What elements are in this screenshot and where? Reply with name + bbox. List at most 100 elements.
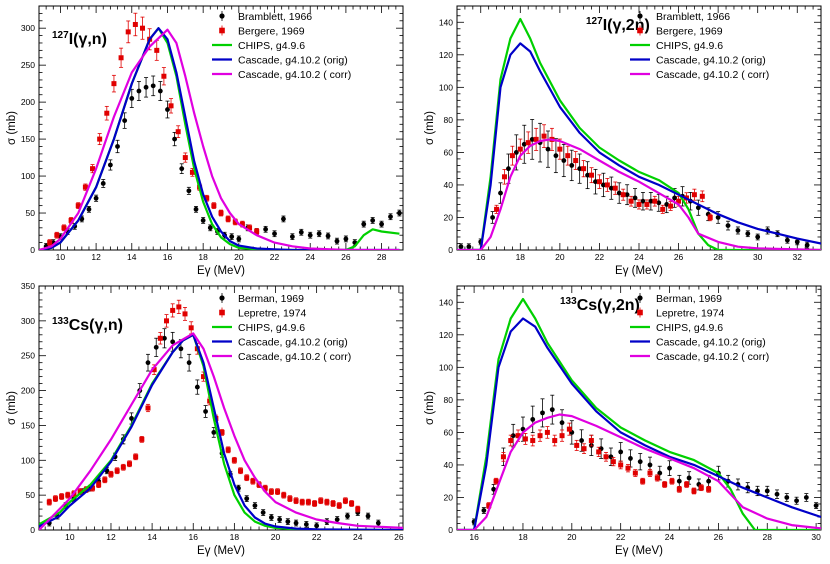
data-point (644, 201, 650, 207)
y-tick-label: 100 (21, 171, 35, 181)
x-axis-label: Eγ (MeV) (197, 545, 245, 557)
data-point (182, 311, 188, 317)
data-point (707, 214, 713, 220)
data-point (129, 96, 135, 101)
data-point (706, 486, 712, 492)
data-point (312, 501, 318, 507)
data-point (573, 158, 579, 164)
legend-label: Cascade, g4.10.2 ( corr) (656, 351, 769, 363)
data-point (533, 136, 539, 142)
data-point (628, 198, 634, 204)
y-tick-label: 300 (21, 23, 35, 33)
series-line-cascade_corr (39, 28, 400, 250)
data-point (529, 136, 535, 142)
data-point (139, 436, 145, 442)
data-point (219, 429, 225, 435)
data-point (97, 136, 103, 142)
data-point (336, 503, 342, 509)
data-point (182, 155, 188, 161)
panel-title: 133Cs(γ,2n) (560, 296, 640, 314)
legend-marker (637, 13, 643, 19)
data-point (324, 499, 330, 505)
data-point (735, 228, 741, 233)
data-point (660, 206, 666, 212)
data-point (231, 457, 237, 463)
plot-frame (38, 5, 404, 251)
data-point (151, 367, 157, 373)
data-point (691, 192, 697, 198)
y-tick-label: 150 (21, 420, 35, 430)
title-reaction: Cs(γ,n) (69, 317, 123, 334)
data-point (203, 409, 208, 414)
x-tick-label: 28 (763, 532, 773, 542)
data-point (204, 195, 210, 201)
data-point (82, 184, 88, 190)
data-point (46, 499, 52, 505)
data-point (176, 304, 182, 310)
x-tick-label: 28 (713, 252, 723, 262)
x-tick-label: 22 (616, 532, 626, 542)
data-point (566, 426, 572, 432)
data-point (593, 179, 598, 185)
data-point (517, 146, 523, 152)
data-point (299, 499, 305, 505)
data-point (162, 335, 167, 341)
data-point (111, 81, 117, 87)
data-point (652, 198, 658, 204)
y-tick-label: 0 (448, 245, 453, 255)
data-point (250, 478, 256, 484)
y-tick-label: 60 (444, 427, 454, 437)
data-point (186, 360, 192, 366)
y-tick-label: 120 (439, 330, 453, 340)
x-tick-label: 26 (714, 532, 724, 542)
data-point (764, 488, 770, 494)
data-point (168, 103, 174, 109)
data-point (632, 195, 638, 201)
title-reaction: Cs(γ,2n) (577, 297, 640, 314)
legend-label: Berman, 1969 (656, 293, 722, 305)
data-point (125, 29, 131, 35)
title-mass-number: 127 (586, 16, 603, 27)
x-tick-label: 14 (147, 532, 157, 542)
data-point (93, 195, 99, 201)
data-point (397, 210, 402, 216)
y-tick-label: 120 (439, 50, 453, 60)
panel-title: 133Cs(γ,n) (52, 316, 123, 334)
y-tick-label: 0 (448, 525, 453, 535)
y-tick-label: 0 (30, 525, 35, 535)
data-point (136, 88, 142, 94)
data-point (178, 346, 184, 352)
data-point (118, 55, 124, 61)
data-point (342, 498, 348, 504)
x-tick-label: 26 (341, 252, 351, 262)
data-point (298, 229, 304, 235)
y-tick-label: 50 (26, 208, 36, 218)
data-point (305, 499, 311, 505)
data-point (624, 192, 630, 198)
data-point (577, 166, 583, 172)
data-point (293, 520, 299, 526)
legend-label: Berman, 1969 (238, 293, 304, 305)
data-point (75, 203, 81, 209)
data-point (244, 496, 250, 502)
y-tick-label: 40 (444, 460, 454, 470)
data-point (608, 454, 614, 460)
x-tick-label: 18 (198, 252, 208, 262)
data-point (68, 217, 74, 223)
data-point (307, 232, 313, 238)
series-line-cascade_orig (39, 27, 400, 250)
x-tick-label: 18 (518, 532, 528, 542)
legend-marker (219, 295, 225, 301)
data-point (636, 201, 642, 207)
data-point (365, 513, 371, 519)
y-tick-label: 200 (21, 386, 35, 396)
data-point (662, 481, 668, 487)
x-tick-label: 30 (753, 252, 763, 262)
data-point (604, 182, 610, 188)
y-tick-label: 200 (21, 97, 35, 107)
data-point (164, 318, 170, 324)
data-point (501, 174, 507, 180)
plot-data (457, 297, 821, 530)
data-point (647, 462, 653, 468)
series-line-cascade_corr (457, 138, 821, 250)
